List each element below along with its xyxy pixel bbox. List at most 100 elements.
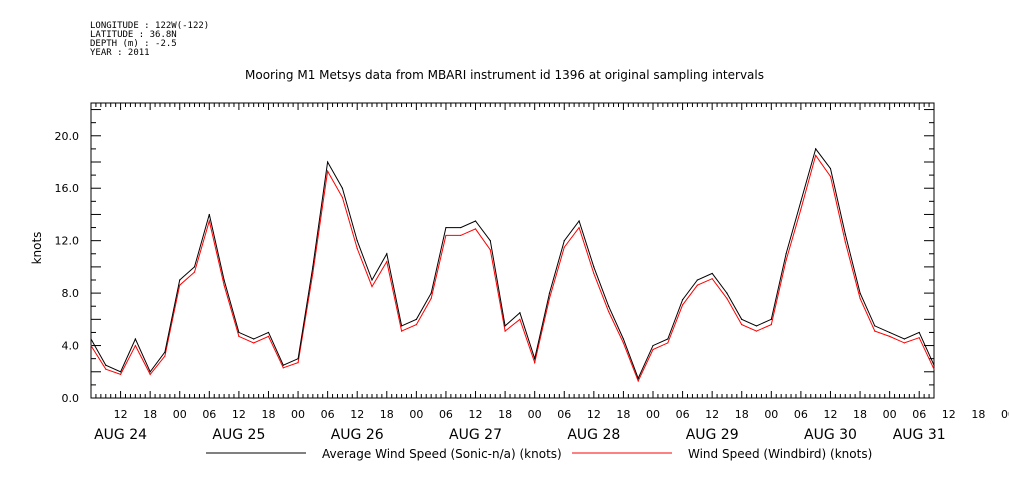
- data-point: [519, 312, 521, 314]
- y-tick-label: 16.0: [55, 182, 80, 195]
- data-point: [563, 240, 565, 242]
- data-point: [637, 380, 639, 382]
- data-point: [874, 330, 876, 332]
- data-point: [652, 348, 654, 351]
- data-point: [755, 330, 758, 332]
- x-hour-label: 12: [587, 408, 601, 421]
- data-point: [815, 154, 817, 157]
- data-point: [548, 292, 551, 294]
- data-point: [267, 331, 270, 334]
- data-point: [534, 358, 536, 360]
- data-point: [134, 338, 136, 340]
- data-point: [726, 297, 728, 299]
- data-point: [741, 318, 743, 320]
- x-hour-label: 12: [705, 408, 719, 421]
- depth-label: DEPTH (m) : -2.5: [90, 39, 177, 49]
- data-point: [386, 253, 388, 255]
- data-point: [874, 325, 876, 327]
- data-point: [652, 344, 654, 347]
- chart-legend: Average Wind Speed (Sonic-n/a) (knots) Wi…: [206, 447, 872, 461]
- data-point: [400, 330, 403, 332]
- data-point: [608, 305, 610, 307]
- chart-title: Mooring M1 Metsys data from MBARI instru…: [245, 68, 764, 82]
- data-point: [193, 266, 196, 268]
- legend-label-1: Average Wind Speed (Sonic-n/a) (knots): [322, 447, 562, 461]
- y-axis-label: knots: [30, 232, 44, 265]
- data-point: [297, 362, 299, 364]
- data-point: [179, 279, 181, 281]
- data-point: [134, 344, 136, 347]
- data-point: [711, 278, 713, 280]
- x-day-label: AUG 28: [567, 427, 620, 443]
- y-tick-label: 12.0: [55, 235, 80, 248]
- data-point: [578, 226, 580, 229]
- data-point: [844, 241, 846, 243]
- data-point: [297, 358, 299, 360]
- data-point: [829, 167, 832, 170]
- data-point: [253, 342, 255, 344]
- data-point: [415, 323, 417, 326]
- chart-series: [90, 147, 935, 383]
- y-tick-label: 20.0: [55, 130, 80, 143]
- data-point: [844, 233, 846, 235]
- data-point: [815, 148, 817, 150]
- data-point: [267, 335, 270, 337]
- data-point: [770, 318, 772, 320]
- x-day-label: AUG 27: [449, 427, 502, 443]
- data-point: [696, 284, 698, 286]
- x-hour-label: 00: [173, 408, 187, 421]
- data-point: [711, 272, 713, 275]
- data-point: [622, 342, 625, 344]
- data-point: [726, 292, 728, 294]
- data-point: [430, 297, 432, 299]
- year-label: YEAR : 2011: [90, 48, 150, 58]
- data-point: [312, 272, 314, 275]
- data-point: [282, 367, 284, 369]
- x-hour-label: 00: [528, 408, 542, 421]
- series-line-2: [90, 154, 935, 383]
- data-point: [460, 234, 462, 237]
- data-point: [119, 371, 122, 373]
- data-point: [208, 220, 210, 222]
- data-point: [681, 299, 684, 301]
- x-hour-label: 18: [380, 408, 394, 421]
- data-point: [415, 318, 417, 320]
- data-point: [489, 240, 491, 242]
- x-hour-label: 06: [557, 408, 571, 421]
- x-hour-label: 18: [498, 408, 512, 421]
- data-point: [312, 266, 314, 268]
- x-hour-label: 12: [350, 408, 364, 421]
- series-line-1: [90, 147, 935, 380]
- x-hour-label: 00: [291, 408, 305, 421]
- data-point: [400, 325, 403, 327]
- data-point: [238, 335, 240, 337]
- data-point: [637, 377, 639, 379]
- data-point: [356, 240, 358, 242]
- x-hour-label: 18: [261, 408, 275, 421]
- data-point: [622, 338, 625, 340]
- y-tick-label: 4.0: [62, 340, 80, 353]
- x-hour-label: 06: [202, 408, 216, 421]
- data-point: [460, 226, 462, 229]
- data-point: [149, 373, 151, 375]
- data-point: [105, 364, 107, 366]
- data-point: [770, 323, 772, 326]
- x-hour-label: 18: [971, 408, 985, 421]
- data-point: [504, 330, 506, 332]
- data-point: [371, 279, 373, 281]
- x-hour-label: 06: [912, 408, 926, 421]
- x-hour-label: 12: [823, 408, 837, 421]
- data-point: [504, 325, 506, 327]
- x-hour-label: 00: [883, 408, 897, 421]
- data-point: [667, 338, 669, 340]
- plot-frame: [90, 102, 935, 399]
- data-point: [474, 220, 477, 222]
- data-point: [430, 292, 432, 294]
- data-point: [193, 271, 196, 273]
- x-hour-label: 18: [143, 408, 157, 421]
- data-point: [918, 337, 920, 339]
- x-hour-label: 00: [1001, 408, 1009, 421]
- data-point: [903, 342, 906, 344]
- data-point: [356, 247, 358, 250]
